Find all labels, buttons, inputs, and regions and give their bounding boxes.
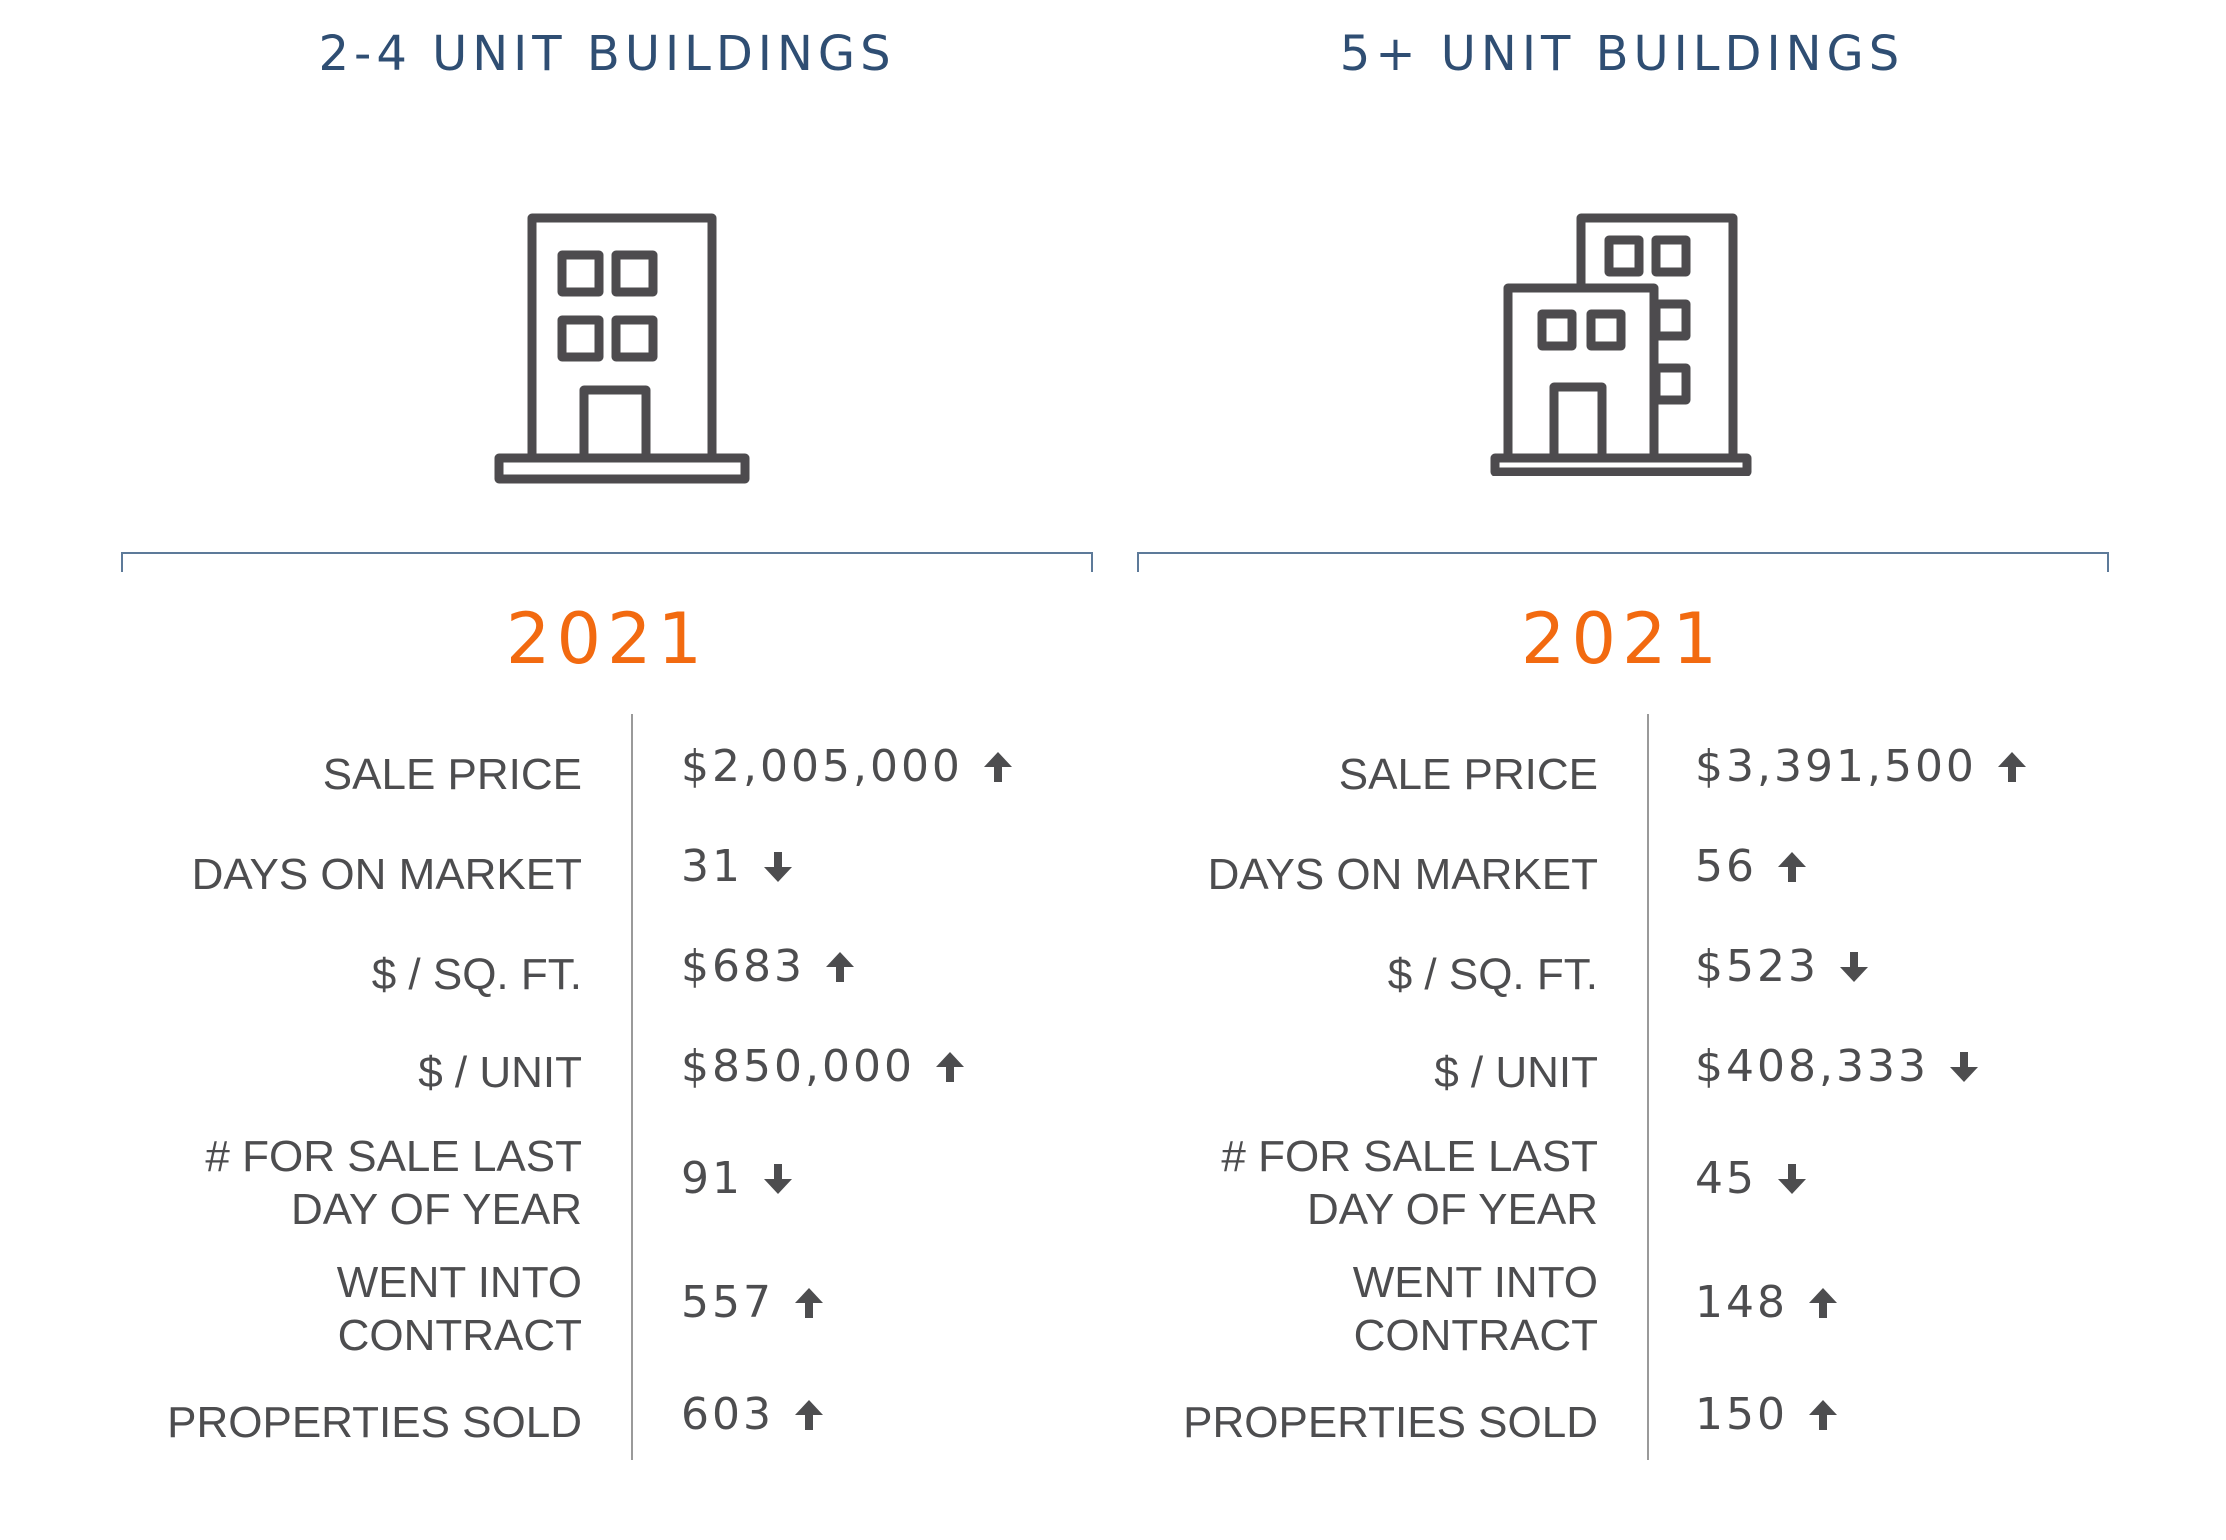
year-label: 2021 [1520,598,1724,680]
label-line-2: DAY OF YEAR [291,1185,582,1234]
label-days-on-market: DAYS ON MARKET [1207,850,1598,899]
value-properties-sold: 603 [681,1390,826,1440]
value-text: $523 [1695,941,1819,992]
label-price-per-sqft: $ / SQ. FT. [1387,950,1598,999]
label-for-sale-last-day: # FOR SALE LAST DAY OF YEAR [22,1130,582,1236]
label-line-2: CONTRACT [1353,1311,1598,1360]
value-text: $3,391,500 [1695,741,1977,792]
label-sale-price: SALE PRICE [1338,750,1598,799]
arrow-down-icon [764,852,792,882]
value-days-on-market: 31 [681,842,795,892]
value-for-sale-last-day: 45 [1695,1154,1809,1204]
value-text: $2,005,000 [681,741,963,792]
label-properties-sold: PROPERTIES SOLD [167,1398,582,1447]
value-text: 557 [681,1277,774,1328]
value-text: 603 [681,1389,774,1440]
value-price-per-unit: $408,333 [1695,1042,1981,1092]
value-text: $683 [681,941,805,992]
label-sale-price: SALE PRICE [322,750,582,799]
value-text: $408,333 [1695,1041,1929,1092]
value-text: 91 [681,1153,743,1204]
value-text: $850,000 [681,1041,915,1092]
label-went-into-contract: WENT INTO CONTRACT [22,1256,582,1362]
value-sale-price: $2,005,000 [681,742,1015,792]
value-text: 148 [1695,1277,1788,1328]
arrow-down-icon [1949,1052,1978,1082]
label-for-sale-last-day: # FOR SALE LAST DAY OF YEAR [1038,1130,1598,1236]
value-days-on-market: 56 [1695,842,1809,892]
value-text: 31 [681,841,743,892]
label-line-1: # FOR SALE LAST [1221,1132,1598,1181]
value-price-per-sqft: $523 [1695,942,1871,992]
label-line-1: WENT INTO [336,1258,582,1307]
arrow-up-icon [935,1052,964,1082]
arrow-up-icon [1778,852,1806,882]
value-text: 45 [1695,1153,1757,1204]
label-price-per-unit: $ / UNIT [1434,1048,1598,1097]
arrow-up-icon [1808,1288,1837,1318]
value-text: 150 [1695,1389,1788,1440]
year-label: 2021 [505,598,709,680]
arrow-down-icon [764,1164,792,1194]
label-line-1: WENT INTO [1352,1258,1598,1307]
value-price-per-unit: $850,000 [681,1042,967,1092]
label-went-into-contract: WENT INTO CONTRACT [1038,1256,1598,1362]
section-bracket [121,552,1093,572]
value-sale-price: $3,391,500 [1695,742,2029,792]
single-building-icon [494,213,750,484]
arrow-down-icon [1778,1164,1806,1194]
value-went-into-contract: 148 [1695,1278,1840,1328]
value-for-sale-last-day: 91 [681,1154,795,1204]
multi-building-icon [1490,213,1752,476]
label-price-per-unit: $ / UNIT [418,1048,582,1097]
value-went-into-contract: 557 [681,1278,826,1328]
section-title-5-plus-units: 5+ UNIT BUILDINGS [1339,26,1905,82]
label-days-on-market: DAYS ON MARKET [191,850,582,899]
column-divider [1647,714,1649,1460]
label-line-1: # FOR SALE LAST [205,1132,582,1181]
arrow-up-icon [983,752,1012,782]
arrow-up-icon [794,1400,823,1430]
arrow-up-icon [825,952,854,982]
value-text: 56 [1695,841,1757,892]
column-divider [631,714,633,1460]
label-properties-sold: PROPERTIES SOLD [1183,1398,1598,1447]
section-title-2-4-units: 2-4 UNIT BUILDINGS [318,26,896,82]
arrow-up-icon [794,1288,823,1318]
arrow-up-icon [1997,752,2026,782]
arrow-down-icon [1839,952,1868,982]
arrow-up-icon [1808,1400,1837,1430]
label-line-2: CONTRACT [337,1311,582,1360]
label-line-2: DAY OF YEAR [1307,1185,1598,1234]
section-bracket [1137,552,2109,572]
value-price-per-sqft: $683 [681,942,857,992]
value-properties-sold: 150 [1695,1390,1840,1440]
label-price-per-sqft: $ / SQ. FT. [371,950,582,999]
